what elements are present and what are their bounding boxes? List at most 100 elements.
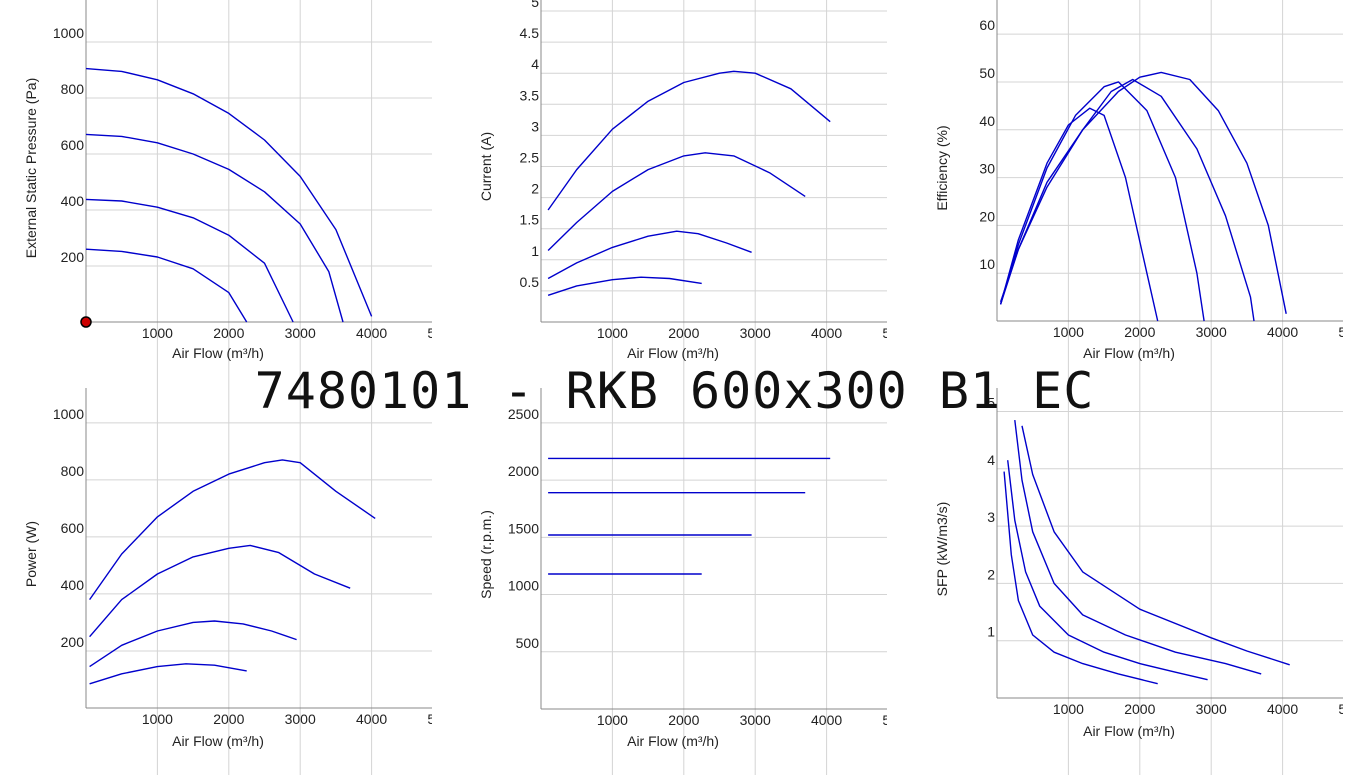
x-tick-label: 4000 (1267, 701, 1298, 717)
x-tick-label: 4000 (811, 325, 842, 341)
y-tick-label: 2.5 (520, 150, 540, 166)
curve (89, 663, 247, 685)
curve (547, 152, 806, 252)
x-tick-label: 3000 (1196, 701, 1227, 717)
curve (85, 198, 294, 323)
y-axis-label: SFP (kW/m3/s) (934, 502, 950, 597)
x-tick-label: 3000 (285, 711, 316, 727)
x-tick-label: 3000 (740, 325, 771, 341)
y-axis-label: External Static Pressure (Pa) (23, 78, 39, 259)
x-tick-label: 2000 (1124, 324, 1155, 340)
y-tick-label: 2 (987, 566, 995, 582)
y-tick-label: 2 (531, 181, 539, 197)
chart-panel: 1000 2000 3000 4000 5000 200 400 600 800 1000 Air … (23, 388, 458, 776)
y-tick-label: 40 (979, 113, 995, 129)
curve (999, 107, 1159, 322)
y-tick-label: 200 (61, 249, 85, 265)
chart-panel: 1000 2000 3000 4000 5000 200 400 600 800 1000 Air … (23, 0, 458, 388)
y-tick-label: 10 (979, 256, 995, 272)
x-axis-label: Air Flow (m³/h) (627, 345, 719, 361)
x-tick-label: 2000 (668, 712, 699, 728)
x-tick-label: 3000 (1196, 324, 1227, 340)
x-tick-label: 1000 (597, 325, 628, 341)
y-tick-label: 4 (531, 56, 539, 72)
y-tick-label: 800 (61, 463, 85, 479)
x-axis-label: Air Flow (m³/h) (172, 733, 264, 749)
y-tick-label: 60 (979, 17, 995, 33)
operating-point (80, 316, 92, 328)
x-tick-label: 5000 (427, 325, 458, 341)
curve (547, 276, 702, 296)
x-axis-label: Air Flow (m³/h) (627, 733, 719, 749)
y-tick-label: 1000 (508, 578, 539, 594)
curve (89, 620, 297, 668)
y-tick-label: 1500 (508, 520, 539, 536)
y-tick-label: 4 (987, 452, 995, 468)
y-tick-label: 400 (61, 193, 85, 209)
x-tick-label: 5000 (1338, 701, 1349, 717)
y-axis-label: Current (A) (478, 132, 494, 201)
y-tick-label: 400 (61, 577, 85, 593)
y-tick-label: 0.5 (520, 274, 540, 290)
x-tick-label: 4000 (356, 711, 387, 727)
x-tick-label: 3000 (285, 325, 316, 341)
x-axis-label: Air Flow (m³/h) (1083, 723, 1175, 739)
curve (1021, 425, 1290, 666)
y-tick-label: 500 (516, 635, 540, 651)
y-tick-label: 3 (987, 509, 995, 525)
x-tick-label: 1000 (142, 325, 173, 341)
y-tick-label: 2500 (508, 406, 539, 422)
x-axis-label: Air Flow (m³/h) (1083, 345, 1175, 361)
x-tick-label: 5000 (427, 711, 458, 727)
chart-panel: 1000 2000 3000 4000 5000 10 20 30 40 50 60 Air Flow… (934, 0, 1349, 388)
chart-panel: 1000 2000 3000 4000 5000 500 1000 1500 2000 2500 A… (478, 388, 913, 776)
x-tick-label: 2000 (213, 325, 244, 341)
y-tick-label: 600 (61, 137, 85, 153)
curve (999, 81, 1205, 322)
curve (85, 248, 248, 323)
curve (999, 78, 1255, 322)
x-tick-label: 3000 (740, 712, 771, 728)
y-tick-label: 5 (531, 0, 539, 10)
x-tick-label: 5000 (882, 712, 913, 728)
y-tick-label: 5 (987, 394, 995, 410)
curve (85, 133, 344, 323)
y-tick-label: 1 (531, 243, 539, 259)
x-tick-label: 1000 (597, 712, 628, 728)
x-tick-label: 1000 (1053, 701, 1084, 717)
y-tick-label: 800 (61, 81, 85, 97)
y-tick-label: 2000 (508, 463, 539, 479)
y-tick-label: 1000 (53, 406, 84, 422)
y-tick-label: 1 (987, 624, 995, 640)
x-tick-label: 2000 (213, 711, 244, 727)
y-tick-label: 1.5 (520, 212, 540, 228)
curve (89, 459, 376, 601)
x-tick-label: 2000 (1124, 701, 1155, 717)
curve (85, 67, 373, 317)
y-tick-label: 3.5 (520, 87, 540, 103)
chart-panel: 1000 2000 3000 4000 5000 0.5 1 1.5 2 2.5 3 3.5 4 4.5 5… (478, 0, 913, 388)
x-tick-label: 1000 (142, 711, 173, 727)
curve (547, 70, 831, 211)
y-axis-label: Speed (r.p.m.) (478, 510, 494, 599)
curve (89, 544, 351, 638)
y-tick-label: 600 (61, 520, 85, 536)
y-tick-label: 1000 (53, 25, 84, 41)
x-tick-label: 5000 (882, 325, 913, 341)
curve (1003, 471, 1158, 685)
x-tick-label: 1000 (1053, 324, 1084, 340)
curve (547, 230, 752, 280)
y-tick-label: 200 (61, 634, 85, 650)
y-tick-label: 30 (979, 161, 995, 177)
x-tick-label: 4000 (1267, 324, 1298, 340)
y-axis-label: Efficiency (%) (934, 125, 950, 210)
x-tick-label: 4000 (811, 712, 842, 728)
x-tick-label: 5000 (1338, 324, 1349, 340)
x-tick-label: 4000 (356, 325, 387, 341)
y-tick-label: 3 (531, 118, 539, 134)
curve (999, 71, 1287, 314)
x-axis-label: Air Flow (m³/h) (172, 345, 264, 361)
y-tick-label: 50 (979, 65, 995, 81)
